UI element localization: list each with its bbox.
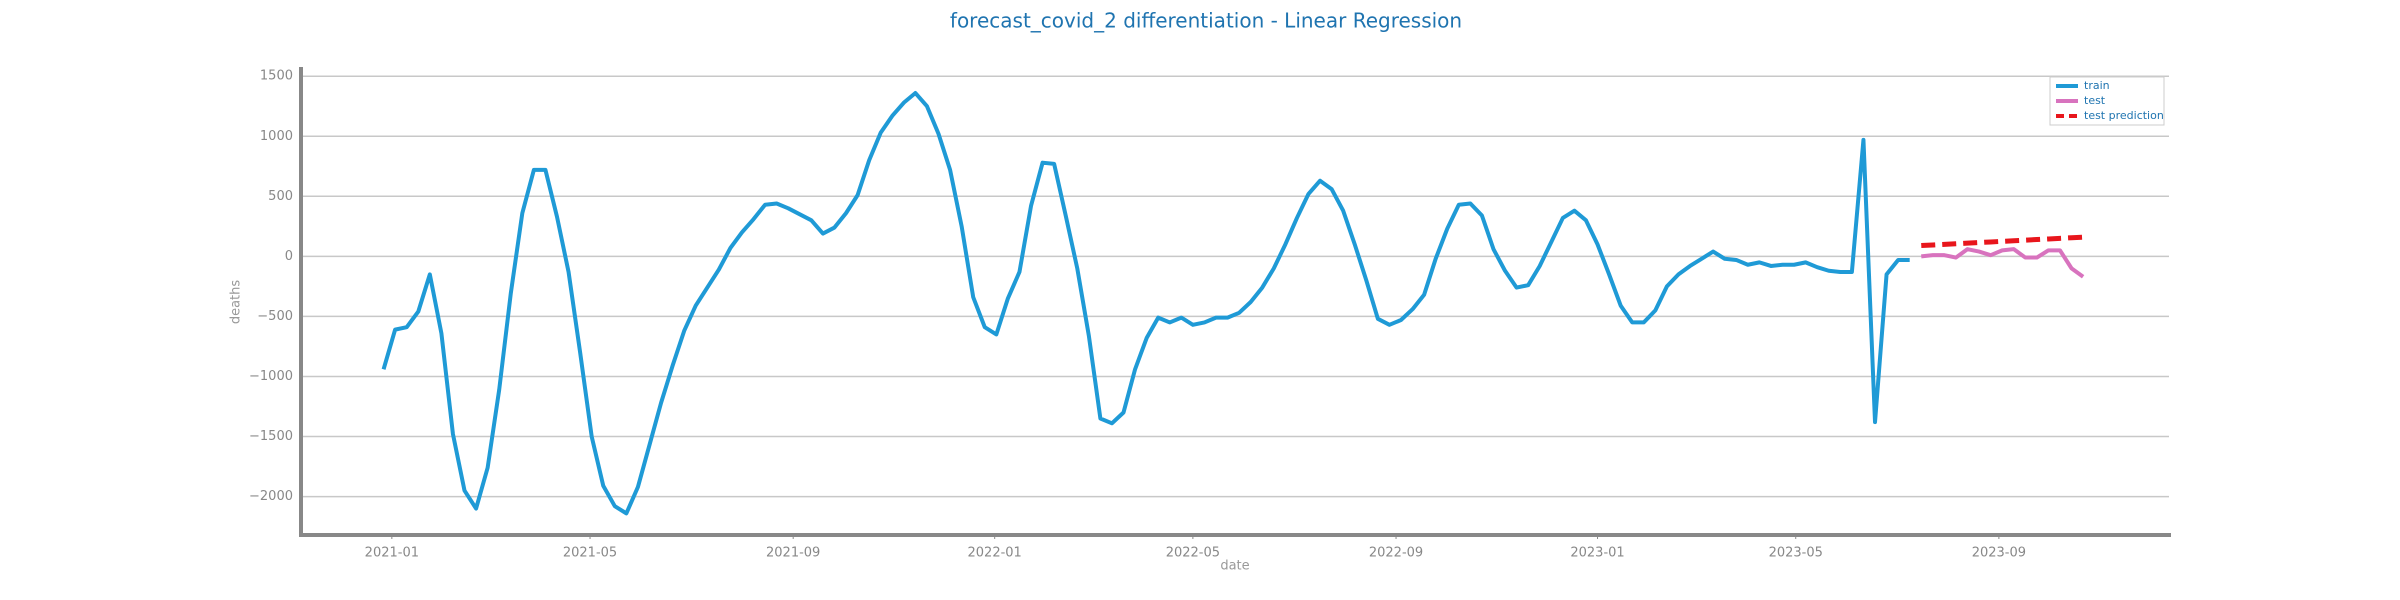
x-tick-label: 2022-01 bbox=[968, 546, 1022, 561]
x-tick-label: 2023-05 bbox=[1769, 546, 1823, 561]
x-tick-label: 2021-05 bbox=[563, 546, 617, 561]
legend-label: train bbox=[2084, 79, 2110, 92]
y-tick-label: 500 bbox=[268, 189, 293, 204]
y-axis-label: deaths bbox=[229, 280, 244, 325]
x-axis-label: date bbox=[1220, 559, 1249, 574]
y-tick-label: −1000 bbox=[249, 369, 293, 384]
legend-label: test prediction bbox=[2084, 109, 2164, 122]
y-tick-label: −2000 bbox=[249, 489, 293, 504]
chart-title: forecast_covid_2 differentiation - Linea… bbox=[950, 9, 1462, 33]
x-tick-label: 2021-09 bbox=[766, 546, 820, 561]
x-tick-label: 2023-09 bbox=[1972, 546, 2026, 561]
legend-label: test bbox=[2084, 94, 2106, 107]
y-tick-label: 0 bbox=[285, 249, 293, 264]
series-line bbox=[381, 91, 1910, 516]
series-line bbox=[1921, 247, 2085, 279]
y-tick-label: −1500 bbox=[249, 429, 293, 444]
y-tick-label: 1500 bbox=[260, 69, 293, 84]
y-tick-label: 1000 bbox=[260, 129, 293, 144]
x-tick-label: 2021-01 bbox=[365, 546, 419, 561]
y-tick-label: −500 bbox=[257, 309, 293, 324]
x-tick-label: 2022-09 bbox=[1369, 546, 1423, 561]
x-tick-label: 2022-05 bbox=[1166, 546, 1220, 561]
x-tick-label: 2023-01 bbox=[1570, 546, 1624, 561]
series-line bbox=[1921, 234, 2084, 249]
